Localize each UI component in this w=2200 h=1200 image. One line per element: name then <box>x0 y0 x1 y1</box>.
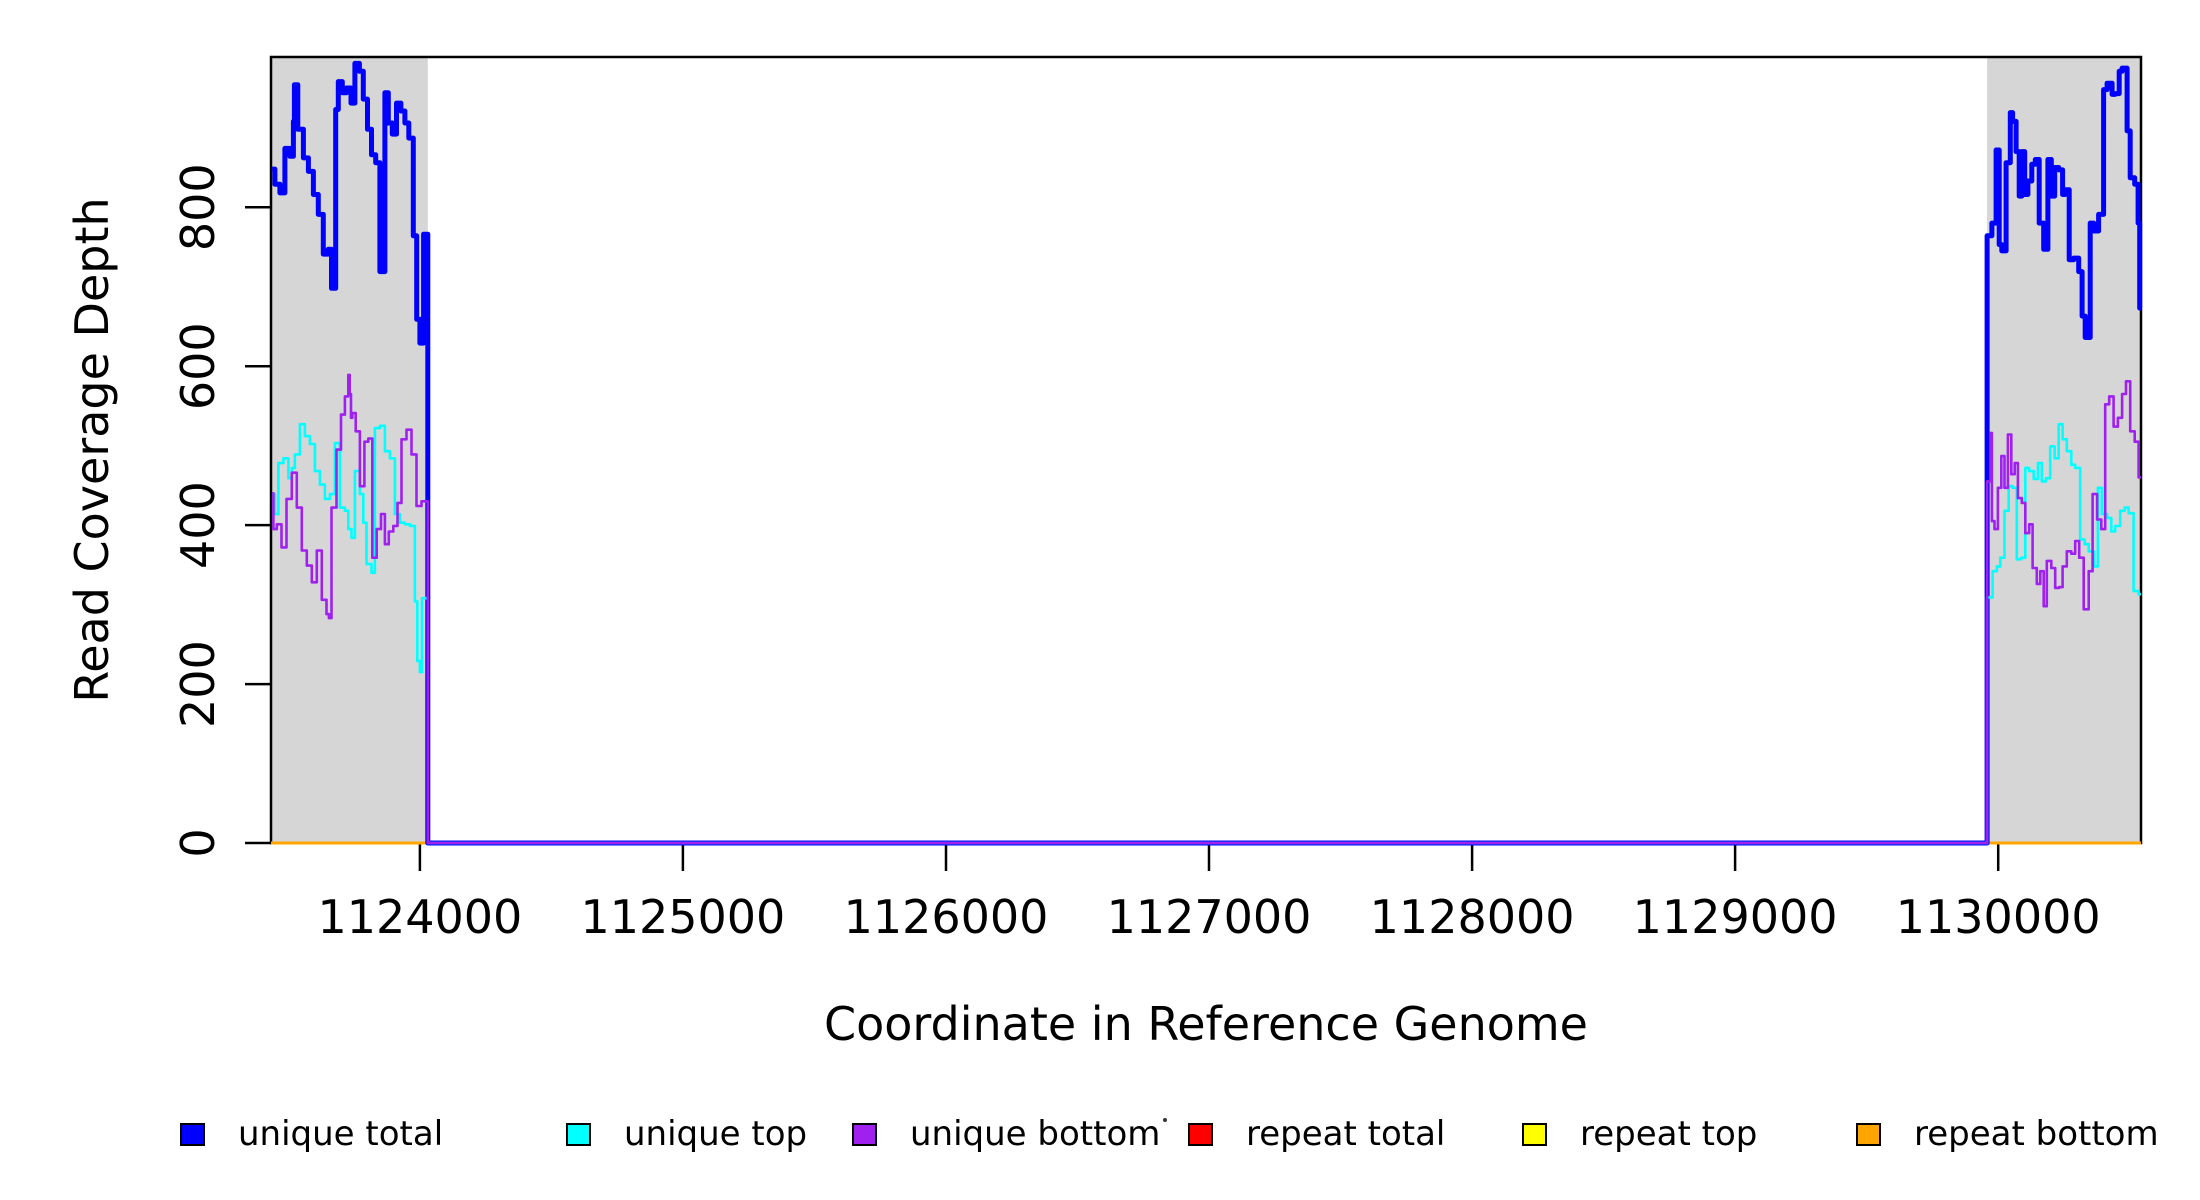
x-tick-label: 1128000 <box>1370 890 1575 944</box>
y-tick-label: 400 <box>171 481 225 569</box>
y-tick-label: 200 <box>171 640 225 728</box>
shaded-region-left <box>271 57 428 843</box>
y-tick-label: 0 <box>171 828 225 857</box>
y-tick-label: 600 <box>171 322 225 410</box>
x-tick-label: 1127000 <box>1107 890 1312 944</box>
x-axis: 1124000 1125000 1126000 1127000 1128000 11290… <box>317 843 2101 944</box>
x-axis-title: Coordinate in Reference Genome <box>824 997 1588 1051</box>
y-axis-title: Read Coverage Depth <box>65 197 119 703</box>
x-tick-label: 1124000 <box>317 890 522 944</box>
series-unique-top <box>272 422 2141 845</box>
x-tick-label: 1129000 <box>1633 890 1838 944</box>
series-lines <box>271 60 2143 846</box>
series-unique-bottom <box>272 373 2141 845</box>
x-tick-label: 1125000 <box>580 890 785 944</box>
x-tick-label: 1126000 <box>844 890 1049 944</box>
shaded-regions <box>271 57 2141 843</box>
x-tick-label: 1130000 <box>1896 890 2101 944</box>
stray-dot <box>1163 1118 1167 1122</box>
plot-frame <box>269 55 2143 845</box>
y-tick-label: 800 <box>171 163 225 251</box>
y-axis: 0 200 400 600 800 <box>171 163 271 858</box>
series-unique-total <box>272 60 2143 846</box>
